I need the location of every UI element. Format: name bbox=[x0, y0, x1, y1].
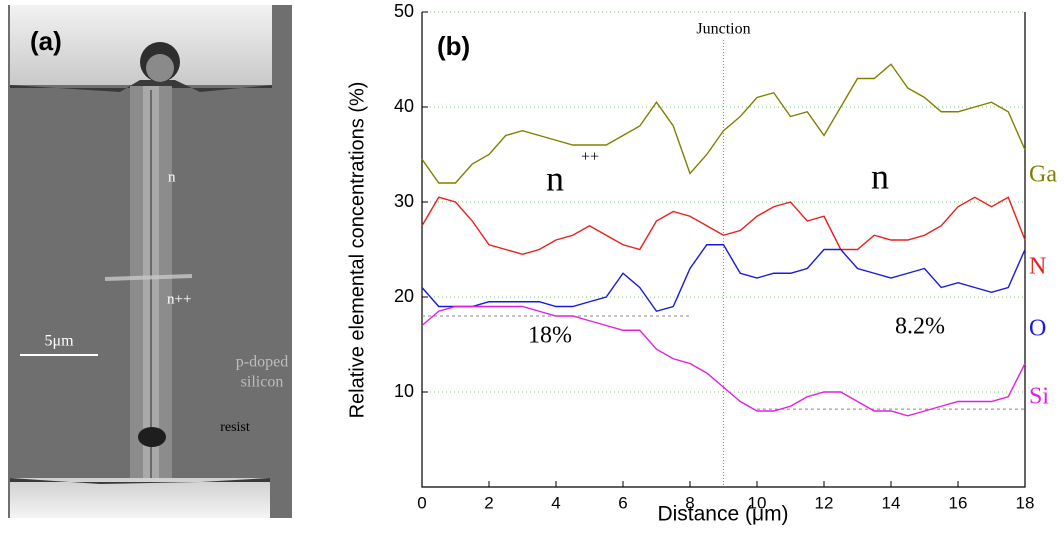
top-pad bbox=[10, 5, 272, 85]
series-line bbox=[421, 244, 1026, 313]
region-label: n bbox=[168, 169, 176, 185]
y-tick-label: 30 bbox=[394, 191, 414, 211]
pad-edge bbox=[10, 478, 270, 484]
x-tick-label: 2 bbox=[484, 493, 493, 512]
series-label: N bbox=[1029, 254, 1046, 280]
x-tick-label: 18 bbox=[1016, 493, 1035, 512]
scale-label: 5μm bbox=[44, 333, 74, 350]
region-label: n bbox=[871, 156, 889, 196]
panel-label: (a) bbox=[30, 26, 62, 56]
x-tick-label: 16 bbox=[949, 493, 968, 512]
x-tick-label: 8 bbox=[685, 493, 694, 512]
series-label: Si bbox=[1029, 384, 1049, 410]
y-tick-label: 20 bbox=[394, 286, 414, 306]
pad-hole-inner bbox=[146, 54, 174, 82]
bottom-pad bbox=[10, 478, 270, 518]
micrograph: (a) n n++ 5μm p-doped silicon resist bbox=[8, 5, 292, 518]
series-line bbox=[421, 305, 1026, 417]
substrate-label: silicon bbox=[241, 374, 284, 391]
x-tick-label: 6 bbox=[618, 493, 627, 512]
series-line bbox=[421, 196, 1026, 255]
pad-label: resist bbox=[220, 420, 250, 435]
x-tick-label: 10 bbox=[748, 493, 767, 512]
scan-line bbox=[104, 274, 193, 281]
x-axis-title: Distance (μm) bbox=[657, 503, 788, 526]
region-label: n bbox=[546, 158, 564, 198]
y-tick-label: 10 bbox=[394, 381, 414, 401]
region-superscript: ++ bbox=[581, 149, 599, 166]
series-line bbox=[421, 63, 1026, 184]
pad-hole bbox=[138, 427, 166, 447]
y-tick-label: 50 bbox=[394, 1, 414, 21]
y-axis-title: Relative elemental concentrations (%) bbox=[346, 82, 368, 419]
series-label: O bbox=[1029, 316, 1046, 342]
region-label: n++ bbox=[167, 291, 191, 307]
y-tick-label: 40 bbox=[394, 96, 414, 116]
reference-label: 18% bbox=[528, 323, 572, 349]
chart: (b) Distance (μm) Relative elemental con… bbox=[346, 1, 1057, 526]
substrate-label: p-doped bbox=[236, 354, 288, 371]
x-tick-label: 4 bbox=[551, 493, 560, 512]
x-tick-label: 0 bbox=[417, 493, 426, 512]
x-tick-label: 14 bbox=[882, 493, 901, 512]
reference-label: 8.2% bbox=[895, 314, 945, 340]
x-tick-label: 12 bbox=[815, 493, 834, 512]
junction-label: Junction bbox=[696, 21, 750, 38]
panel-label: (b) bbox=[437, 31, 470, 61]
series-label: Ga bbox=[1029, 162, 1057, 188]
